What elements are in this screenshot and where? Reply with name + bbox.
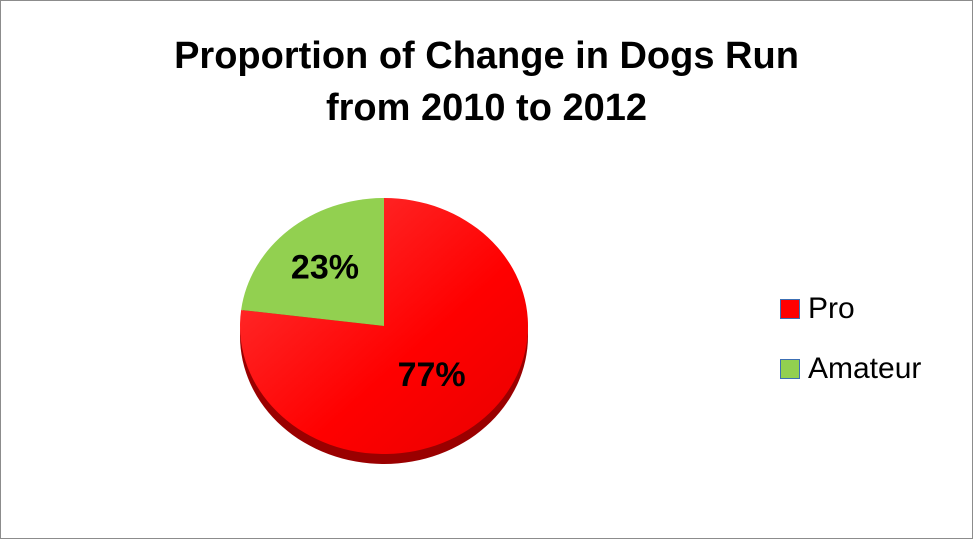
legend-label-pro: Pro [808,292,855,325]
legend-label-amateur: Amateur [808,352,922,385]
legend-swatch-amateur [780,359,800,379]
legend: Pro Amateur [780,290,921,388]
legend-item-amateur: Amateur [780,350,921,388]
data-label-pro: 77% [398,356,466,394]
chart-title: Proportion of Change in Dogs Run from 20… [0,30,973,134]
pie-slice-amateur [241,198,384,326]
data-label-amateur: 23% [291,248,359,286]
chart-title-line-2: from 2010 to 2012 [325,87,648,129]
legend-item-pro: Pro [780,290,921,328]
legend-swatch-pro [780,299,800,319]
chart-title-line-1: Proportion of Change in Dogs Run [174,35,799,77]
